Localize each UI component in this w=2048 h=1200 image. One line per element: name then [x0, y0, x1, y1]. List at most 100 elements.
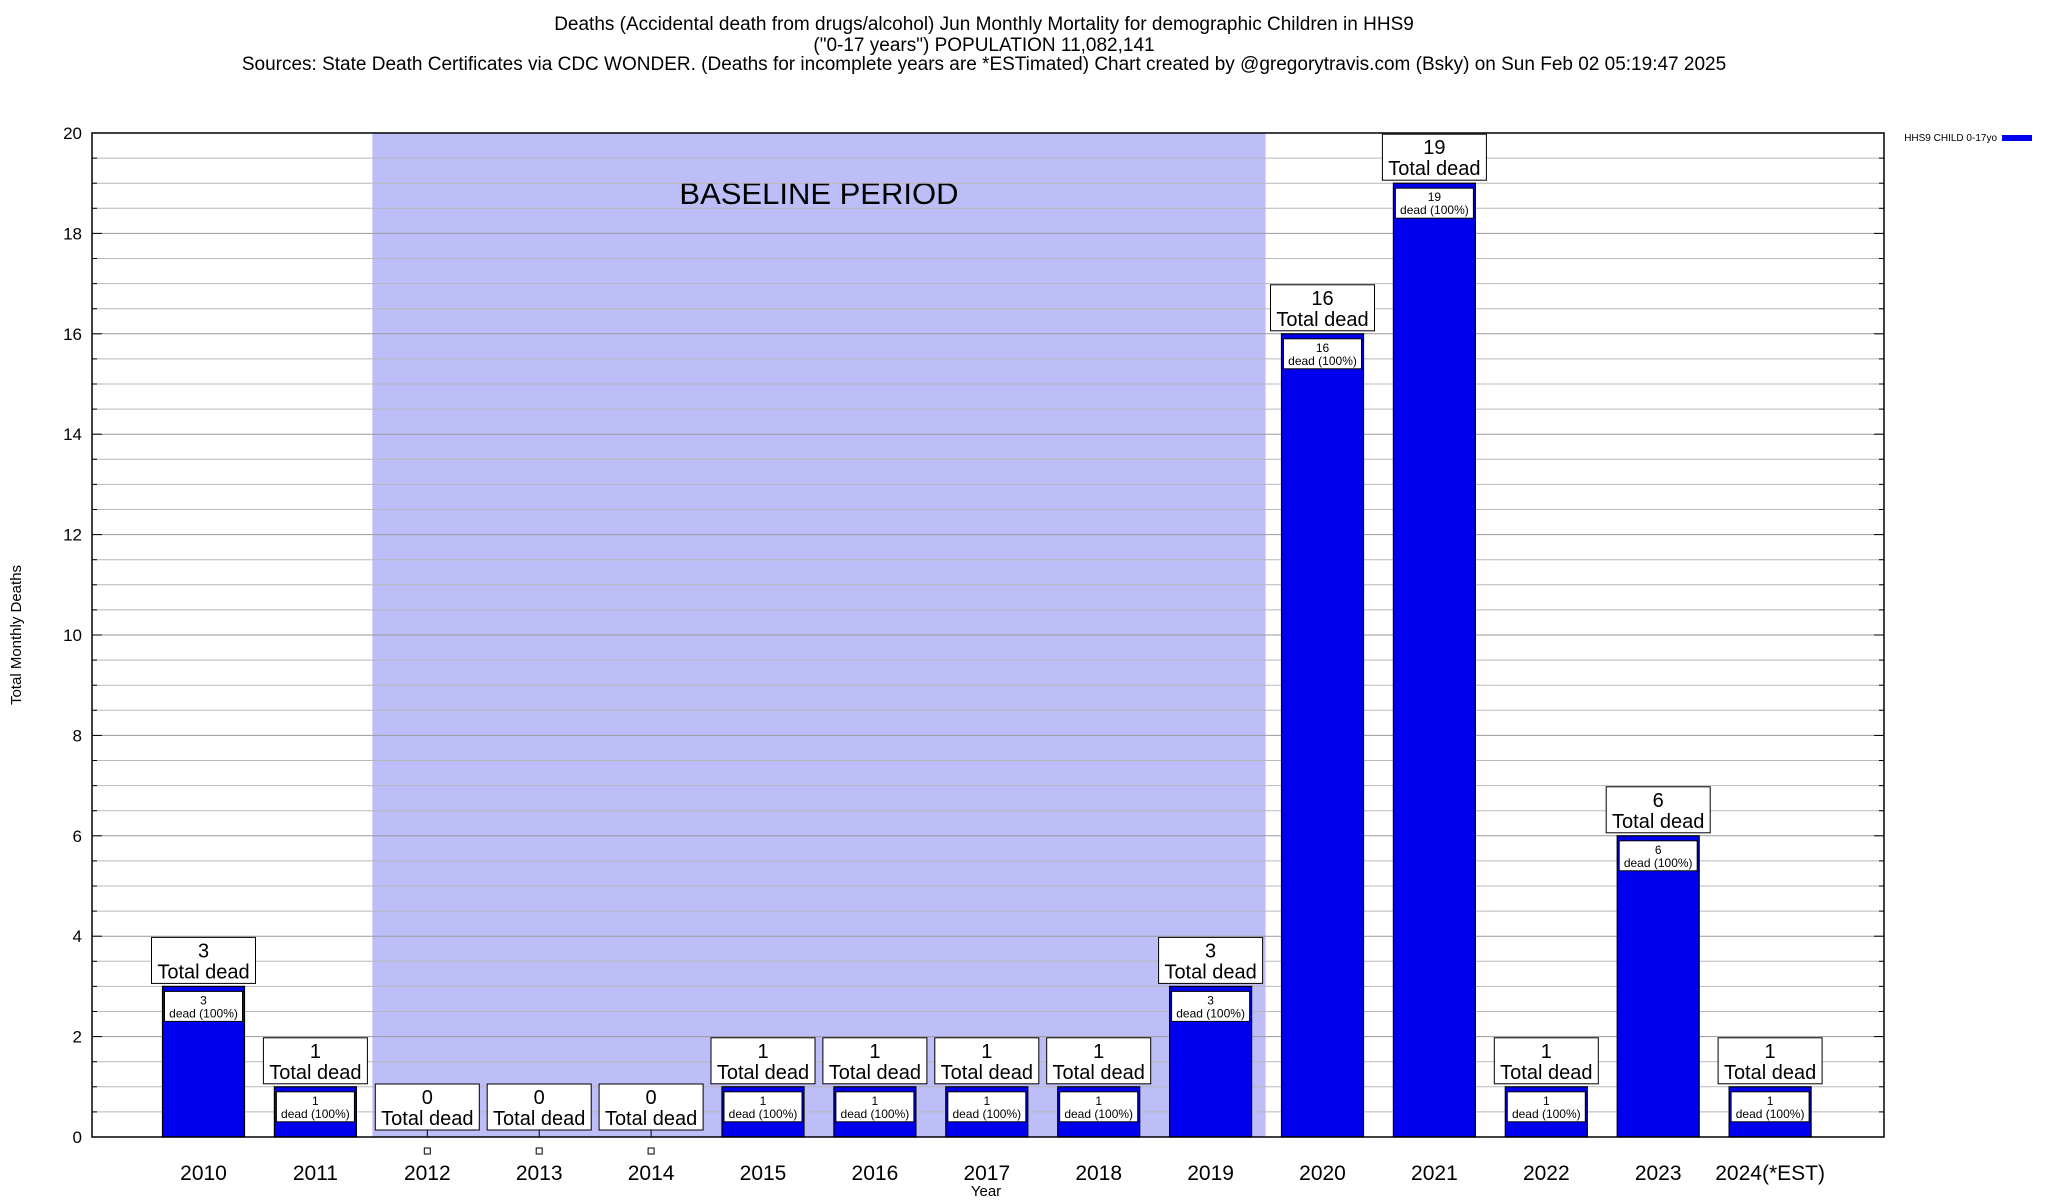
bar — [1280, 333, 1365, 1138]
y-tick-label: 16 — [63, 325, 82, 344]
bar-total-label-count: 1 — [869, 1041, 880, 1063]
bar-inner-label-box — [1394, 187, 1474, 219]
y-tick-label: 6 — [73, 827, 82, 846]
bar-total-label-box — [486, 1083, 592, 1131]
bar-inner-label-box — [1618, 840, 1698, 872]
x-tick-label: 2015 — [740, 1162, 787, 1185]
bar-inner-label-box — [164, 990, 243, 1022]
plot-frame — [91, 132, 1885, 1138]
bar-total-label-count: 6 — [1653, 790, 1664, 812]
bar-total-label-text: Total dead — [717, 1062, 809, 1084]
zero-marker — [535, 1147, 543, 1155]
y-tick-label: 14 — [63, 425, 82, 444]
bar-total-label-count: 1 — [757, 1041, 768, 1063]
bar-total-label-text: Total dead — [1276, 309, 1368, 331]
y-tick-label: 2 — [73, 1028, 82, 1047]
x-tick-label: 2014 — [628, 1162, 675, 1185]
bar — [1392, 182, 1477, 1138]
bar-total-label-box — [934, 1037, 1040, 1085]
bar-inner-label-text: dead (100%) — [1064, 1107, 1133, 1121]
y-axis-title: Total Monthly Deaths — [8, 565, 25, 705]
bar-total-label-count: 1 — [1093, 1041, 1104, 1063]
y-tick-label: 18 — [63, 224, 82, 243]
bar-inner-label-text: dead (100%) — [1288, 354, 1357, 368]
x-tick-label: 2021 — [1411, 1162, 1458, 1185]
chart-source-line: Sources: State Death Certificates via CD… — [241, 54, 1727, 75]
chart-title-line2: ("0-17 years") POPULATION 11,082,141 — [813, 35, 1155, 56]
bar-inner-label-count: 1 — [1095, 1094, 1102, 1108]
legend-swatch — [2002, 135, 2032, 141]
chart-title-line1: Deaths (Accidental death from drugs/alco… — [554, 14, 1414, 35]
bar-total-label-box — [1158, 936, 1264, 984]
baseline-label: BASELINE PERIOD — [679, 176, 958, 211]
bar-total-label-box — [151, 936, 256, 984]
bar-inner-label-box — [1730, 1091, 1810, 1123]
bar-inner-label-box — [1283, 338, 1362, 370]
bar-inner-label-count: 1 — [1767, 1094, 1774, 1108]
y-tick-label: 12 — [63, 526, 82, 545]
x-tick-label: 2022 — [1523, 1162, 1570, 1185]
bar-total-label-text: Total dead — [829, 1062, 921, 1084]
bar — [1616, 835, 1700, 1138]
bar-total-label-text: Total dead — [1388, 158, 1480, 180]
bar-inner-label-text: dead (100%) — [952, 1107, 1021, 1121]
bar-inner-label-count: 1 — [872, 1094, 879, 1108]
bar-total-label-text: Total dead — [157, 961, 249, 983]
bar-inner-label-box — [1506, 1091, 1586, 1123]
bar-inner-label-box — [1171, 990, 1251, 1022]
bar-total-label-box — [710, 1037, 816, 1085]
y-tick-label: 8 — [73, 726, 82, 745]
bar-inner-label-box — [1059, 1091, 1139, 1123]
bar-inner-label-text: dead (100%) — [1736, 1107, 1805, 1121]
bar-total-label-box — [1717, 1037, 1823, 1085]
x-tick-label: 2024(*EST) — [1715, 1162, 1825, 1185]
x-tick-label: 2017 — [963, 1162, 1010, 1185]
bar-inner-label-count: 1 — [983, 1094, 990, 1108]
bar-total-label-box — [598, 1083, 704, 1131]
bar-inner-label-box — [275, 1091, 355, 1123]
y-tick-label: 20 — [63, 124, 82, 143]
bar-total-label-box — [1381, 133, 1487, 181]
bar-total-label-text: Total dead — [1500, 1062, 1592, 1084]
bar-inner-label-count: 19 — [1428, 190, 1442, 204]
bar-total-label-box — [1605, 786, 1711, 834]
bar-inner-label-box — [723, 1091, 803, 1123]
bar-total-label-count: 0 — [646, 1087, 657, 1109]
bar-total-label-count: 3 — [198, 940, 209, 962]
bar-total-label-text: Total dead — [381, 1108, 473, 1130]
bar-inner-label-box — [947, 1091, 1027, 1123]
bar-total-label-box — [1270, 284, 1375, 332]
bar-inner-label-text: dead (100%) — [1512, 1107, 1581, 1121]
bar-inner-label-text: dead (100%) — [281, 1107, 350, 1121]
bar-total-label-count: 1 — [1541, 1041, 1552, 1063]
x-tick-label: 2012 — [404, 1162, 451, 1185]
bar-inner-label-text: dead (100%) — [1624, 856, 1693, 870]
bar-total-label-text: Total dead — [1612, 811, 1704, 833]
x-tick-label: 2023 — [1635, 1162, 1682, 1185]
bar-total-label-count: 0 — [534, 1087, 545, 1109]
bar-total-label-text: Total dead — [1724, 1062, 1816, 1084]
x-tick-label: 2011 — [293, 1162, 338, 1185]
bar-total-label-text: Total dead — [269, 1062, 361, 1084]
y-tick-label: 0 — [73, 1128, 82, 1147]
bar-total-label-text: Total dead — [605, 1108, 697, 1130]
bar-total-label-count: 0 — [422, 1087, 433, 1109]
x-tick-label: 2016 — [852, 1162, 899, 1185]
bar-total-label-count: 16 — [1311, 288, 1333, 310]
bar-total-label-text: Total dead — [1053, 1062, 1145, 1084]
y-tick-label: 4 — [73, 927, 82, 946]
bar-total-label-box — [374, 1083, 480, 1131]
bar-inner-label-count: 3 — [1207, 993, 1214, 1007]
bar-inner-label-text: dead (100%) — [1400, 203, 1469, 217]
bar-total-label-text: Total dead — [493, 1108, 585, 1130]
bar-inner-label-count: 1 — [760, 1094, 767, 1108]
bar-total-label-text: Total dead — [941, 1062, 1033, 1084]
bar-inner-label-count: 3 — [200, 993, 207, 1007]
bar-total-label-count: 1 — [981, 1041, 992, 1063]
bar-total-label-box — [1493, 1037, 1599, 1085]
bar-inner-label-text: dead (100%) — [1176, 1006, 1245, 1020]
bar-total-label-box — [822, 1037, 928, 1085]
bar-inner-label-text: dead (100%) — [841, 1107, 910, 1121]
bar-inner-label-count: 16 — [1316, 341, 1330, 355]
